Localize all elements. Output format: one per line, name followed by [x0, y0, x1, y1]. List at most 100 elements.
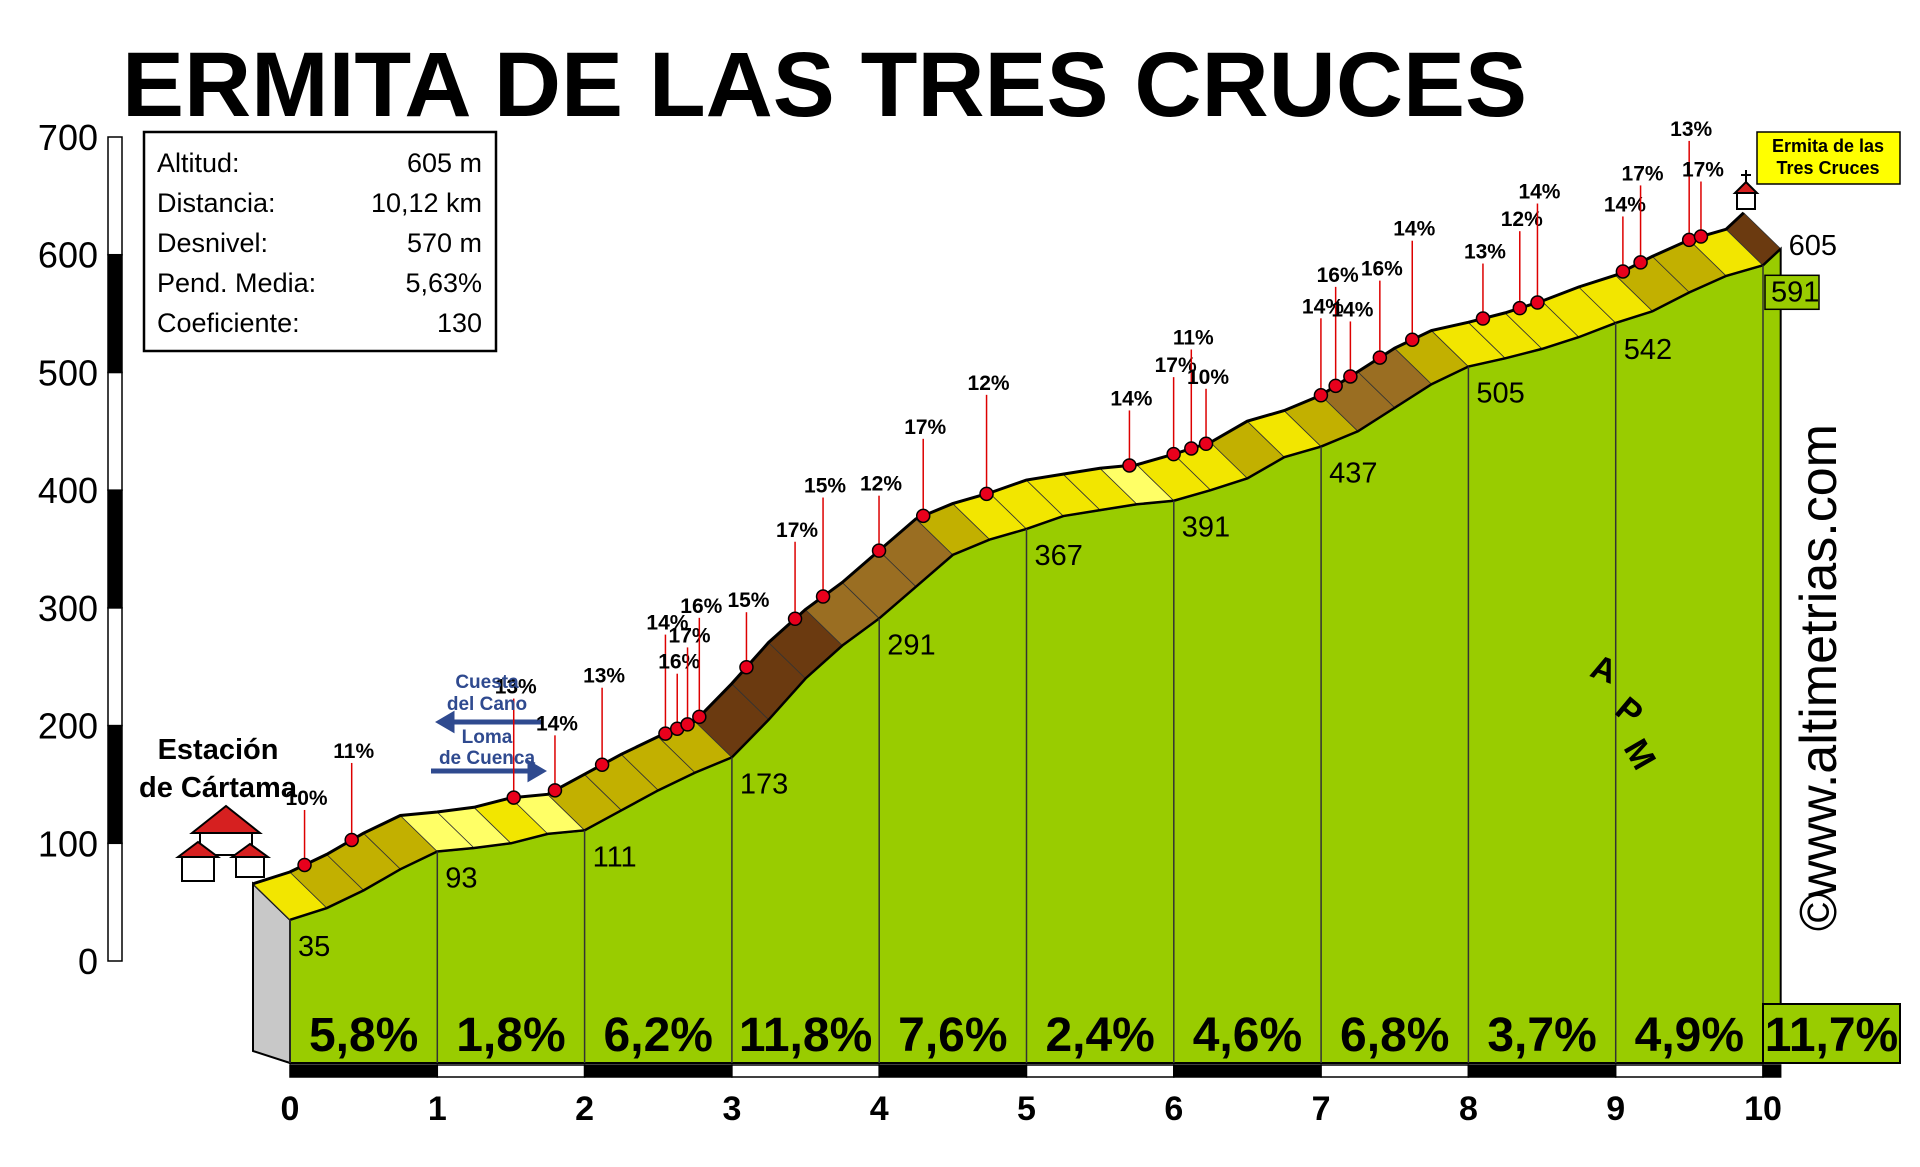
steep-label: 12%	[1501, 208, 1543, 231]
steep-label: 17%	[776, 519, 818, 542]
segment-gradient: 2,4%	[1045, 1009, 1154, 1062]
steep-dot	[1512, 300, 1528, 316]
house-wall	[181, 856, 215, 882]
x-tick-label: 6	[1164, 1090, 1183, 1128]
start-label: de Cártama	[139, 772, 298, 804]
steep-dot	[1530, 295, 1545, 310]
info-label: Pend. Media:	[157, 268, 316, 298]
website: www.altimetrias.com	[1790, 424, 1848, 899]
summit-label: Tres Cruces	[1776, 158, 1879, 178]
steep-dot	[1372, 350, 1388, 365]
x-tick-label: 4	[870, 1090, 889, 1128]
chapel-roof	[1732, 180, 1760, 194]
y-scale-segment	[107, 724, 123, 845]
steep-dot	[297, 857, 312, 873]
y-tick-label: 100	[38, 823, 98, 864]
steep-label: 14%	[536, 712, 578, 735]
segment-gradient: 4,9%	[1635, 1009, 1744, 1062]
steep-label: 13%	[1670, 118, 1712, 141]
y-scale-segment	[107, 489, 123, 609]
summit-label: Ermita de las	[1772, 136, 1884, 156]
y-scale-segment	[107, 371, 123, 491]
steep-label: 17%	[1622, 162, 1664, 185]
steep-dot	[344, 832, 359, 848]
y-tick-label: 500	[38, 352, 98, 393]
km-altitude-label: 291	[887, 629, 935, 661]
km-bar	[731, 1064, 880, 1078]
arrow-head	[435, 710, 455, 734]
segment-gradient: 1,8%	[456, 1009, 565, 1062]
x-tick-label: 3	[722, 1090, 741, 1128]
info-value: 605 m	[407, 148, 482, 178]
segment-box	[1762, 1003, 1901, 1064]
steep-label: 13%	[495, 676, 537, 699]
km-altitude-label: 35	[298, 931, 330, 963]
steep-label: 14%	[646, 612, 688, 635]
info-label: Altitud:	[157, 148, 240, 178]
info-label: Coeficiente:	[157, 308, 300, 338]
steep-label: 14%	[1604, 193, 1646, 216]
km-bar	[583, 1064, 733, 1078]
km-altitude-label: 437	[1329, 458, 1377, 490]
steep-label: 14%	[1518, 181, 1560, 204]
info-value: 130	[437, 308, 482, 338]
y-scale-segment	[107, 253, 123, 374]
steep-label: 17%	[1682, 159, 1724, 182]
y-scale-segment	[107, 136, 123, 256]
profile-back-edge	[252, 211, 1745, 886]
summit-box	[1756, 131, 1901, 185]
steep-label: 17%	[1155, 354, 1197, 377]
steep-dot	[1198, 436, 1214, 452]
x-tick-label: 10	[1744, 1090, 1782, 1128]
x-tick-label: 7	[1312, 1090, 1331, 1128]
info-value: 10,12 km	[371, 188, 482, 218]
y-tick-label: 600	[38, 235, 98, 276]
steep-dot	[1313, 388, 1329, 403]
arrow-head	[527, 759, 547, 783]
steep-dot	[871, 543, 887, 558]
km-bar	[1762, 1064, 1782, 1078]
steep-label: 16%	[680, 595, 722, 618]
segment-gradient: 7,6%	[898, 1009, 1007, 1062]
km-bar	[1614, 1064, 1764, 1078]
chapel-wall	[1736, 192, 1756, 210]
steep-label: 10%	[286, 787, 328, 810]
x-tick-label: 1	[428, 1090, 447, 1128]
steep-label: 17%	[669, 624, 711, 647]
chart-title: ERMITA DE LAS TRES CRUCES	[122, 34, 1527, 136]
info-rows: Altitud: 605 m Distancia: 10,12 km Desnivel:…	[157, 148, 482, 338]
y-scale-segment	[107, 607, 123, 727]
steep-label: 10%	[1187, 366, 1229, 389]
steep-dot	[1693, 229, 1709, 244]
y-scale-segment	[107, 842, 123, 962]
steep-dot	[979, 486, 994, 502]
segment-gradient: 11,7%	[1765, 1009, 1898, 1062]
steep-label: 12%	[860, 473, 902, 496]
steep-label: 11%	[1173, 326, 1214, 349]
start-houses	[175, 804, 272, 882]
steep-dot	[1184, 441, 1199, 456]
km-altitude-label: 111	[593, 841, 637, 873]
steep-label: 14%	[1302, 295, 1344, 318]
km-altitude-label: 505	[1476, 378, 1524, 410]
steep-dot	[1681, 232, 1697, 248]
km-altitude-label: 367	[1035, 540, 1083, 572]
km-altitude-box	[1764, 274, 1820, 311]
km-bar	[436, 1064, 586, 1078]
info-label: Desnivel:	[157, 228, 268, 258]
cuesta-label: Cuesta	[455, 672, 519, 693]
km-altitude-label: 391	[1182, 512, 1230, 544]
x-tick-label: 5	[1017, 1090, 1036, 1128]
steep-label: 15%	[804, 475, 846, 498]
steep-label: 13%	[1464, 241, 1506, 264]
steep-label: 17%	[904, 416, 946, 439]
summit-altitude-label: 605	[1789, 230, 1837, 262]
house-roof	[189, 804, 263, 834]
steep-label: 14%	[1393, 218, 1435, 241]
profile-area	[289, 246, 1782, 1064]
steep-dot	[547, 783, 563, 798]
steep-dot	[594, 757, 610, 772]
segment-gradient: 5,8%	[309, 1009, 418, 1062]
km-altitude-label: 591	[1771, 276, 1819, 308]
